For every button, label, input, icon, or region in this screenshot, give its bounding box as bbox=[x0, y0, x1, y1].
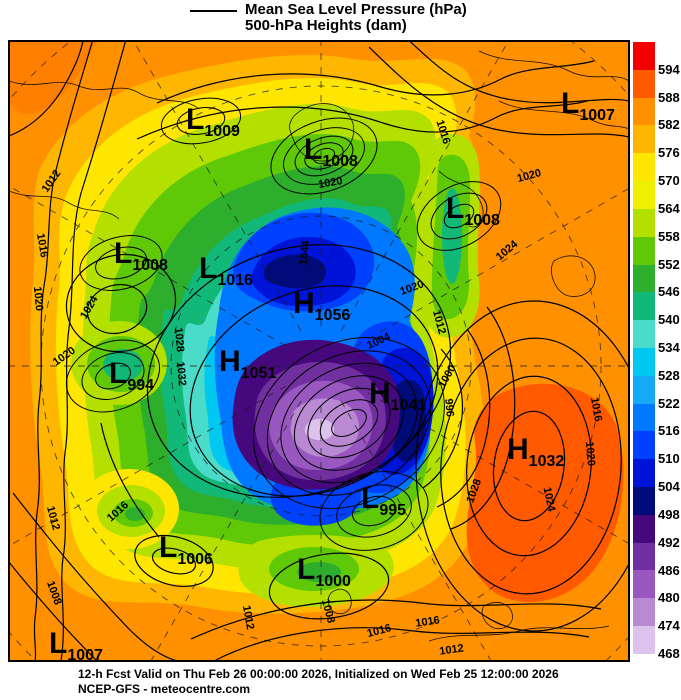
isobar-label-1016: 1016 bbox=[34, 232, 50, 258]
colorbar-segment-516 bbox=[633, 403, 655, 432]
isobar-label-1012: 1012 bbox=[240, 604, 256, 630]
colorbar-segment-558 bbox=[633, 208, 655, 237]
colorbar-tick-504: 504 bbox=[658, 479, 680, 495]
colorbar-segment-582 bbox=[633, 97, 655, 126]
colorbar-segment-468 bbox=[633, 626, 655, 654]
colorbar-segment-588 bbox=[633, 69, 655, 98]
colorbar-segment-492 bbox=[633, 514, 655, 543]
pressure-center-l-1009: L1009 bbox=[186, 103, 240, 140]
colorbar-segment-522 bbox=[633, 375, 655, 404]
pressure-centers-layer: L1009 L1008 L1007 L1008 L1008 L1016 H1056 H1051… bbox=[49, 87, 615, 661]
colorbar-segment-570 bbox=[633, 153, 655, 182]
colorbar-tick-522: 522 bbox=[658, 395, 680, 411]
colorbar-tick-540: 540 bbox=[658, 312, 680, 328]
colorbar-tick-546: 546 bbox=[658, 284, 680, 300]
pressure-center-l-1016: L1016 bbox=[199, 252, 253, 289]
colorbar-tick-468: 468 bbox=[658, 646, 680, 661]
graticule-layer bbox=[9, 41, 629, 661]
colorbar-segment-564 bbox=[633, 181, 655, 209]
forecast-valid-text: 12-h Fcst Valid on Thu Feb 26 00:00:00 2… bbox=[78, 667, 559, 681]
height-colorbar bbox=[633, 42, 655, 654]
pressure-center-l-1008: L1008 bbox=[446, 192, 500, 229]
pressure-center-h-1056: H1056 bbox=[293, 287, 350, 324]
colorbar-segment-546 bbox=[633, 264, 655, 293]
isobar-label-1012: 1012 bbox=[439, 642, 465, 657]
pressure-center-l-1008: L1008 bbox=[304, 133, 358, 170]
colorbar-segment-510 bbox=[633, 431, 655, 460]
map-title-line2: 500-hPa Heights (dam) bbox=[245, 17, 407, 34]
isobar-label-1020: 1020 bbox=[31, 286, 45, 311]
model-source-text: NCEP-GFS - meteocentre.com bbox=[78, 682, 251, 696]
colorbar-tick-480: 480 bbox=[658, 590, 680, 606]
colorbar-tick-564: 564 bbox=[658, 200, 680, 216]
colorbar-tick-552: 552 bbox=[658, 256, 680, 272]
colorbar-segment-528 bbox=[633, 347, 655, 376]
pressure-center-h-1051: H1051 bbox=[219, 345, 276, 382]
pressure-center-l-1000: L1000 bbox=[297, 553, 351, 590]
colorbar-segment-480 bbox=[633, 570, 655, 599]
colorbar-segment-498 bbox=[633, 487, 655, 515]
isobar-label-1016: 1016 bbox=[588, 396, 604, 422]
weather-map: 1012 1016 1020 1024 1020 1044 1020 1016 1020 1024… bbox=[8, 40, 630, 662]
pressure-center-l-994: L994 bbox=[109, 357, 154, 394]
colorbar-segment-474 bbox=[633, 598, 655, 627]
isobar-label-1016: 1016 bbox=[415, 614, 441, 629]
legend-solid-line-symbol bbox=[190, 10, 237, 12]
colorbar-segment-594 bbox=[633, 42, 655, 70]
colorbar-segment-486 bbox=[633, 542, 655, 571]
isobar-label-1044: 1044 bbox=[298, 239, 312, 265]
pressure-center-h-1041: H1041 bbox=[369, 377, 426, 414]
isobar-layer bbox=[9, 41, 629, 661]
colorbar-segment-576 bbox=[633, 125, 655, 154]
colorbar-tick-594: 594 bbox=[658, 61, 680, 77]
isobar-label-1032: 1032 bbox=[174, 361, 188, 386]
colorbar-tick-474: 474 bbox=[658, 618, 680, 634]
isobar-label-996: 996 bbox=[442, 398, 456, 417]
pressure-center-l-995: L995 bbox=[361, 482, 406, 519]
isobar-dense-layer bbox=[65, 97, 502, 551]
pressure-center-h-1032: H1032 bbox=[507, 433, 564, 470]
map-title-line1: Mean Sea Level Pressure (hPa) bbox=[245, 1, 467, 18]
height-shading-layer bbox=[9, 41, 629, 661]
pressure-center-l-1007: L1007 bbox=[561, 87, 615, 124]
colorbar-tick-486: 486 bbox=[658, 562, 680, 578]
isobar-label-1020: 1020 bbox=[317, 175, 343, 191]
colorbar-segment-534 bbox=[633, 320, 655, 348]
isobar-label-1020: 1020 bbox=[583, 441, 597, 466]
colorbar-segment-552 bbox=[633, 236, 655, 265]
isobar-label-1024: 1024 bbox=[541, 486, 558, 513]
colorbar-tick-570: 570 bbox=[658, 173, 680, 189]
colorbar-tick-498: 498 bbox=[658, 506, 680, 522]
colorbar-tick-516: 516 bbox=[658, 423, 680, 439]
pressure-center-l-1008: L1008 bbox=[114, 237, 168, 274]
colorbar-tick-582: 582 bbox=[658, 117, 680, 133]
colorbar-segment-504 bbox=[633, 459, 655, 487]
colorbar-tick-534: 534 bbox=[658, 340, 680, 355]
pressure-center-l-1007: L1007 bbox=[49, 627, 103, 661]
colorbar-segment-540 bbox=[633, 292, 655, 321]
colorbar-tick-576: 576 bbox=[658, 145, 680, 161]
colorbar-tick-528: 528 bbox=[658, 367, 680, 383]
pressure-center-l-1006: L1006 bbox=[159, 531, 213, 568]
colorbar-tick-588: 588 bbox=[658, 89, 680, 105]
colorbar-tick-558: 558 bbox=[658, 228, 680, 244]
colorbar-tick-510: 510 bbox=[658, 451, 680, 467]
isobar-label-1028: 1028 bbox=[172, 327, 186, 352]
colorbar-tick-492: 492 bbox=[658, 534, 680, 550]
